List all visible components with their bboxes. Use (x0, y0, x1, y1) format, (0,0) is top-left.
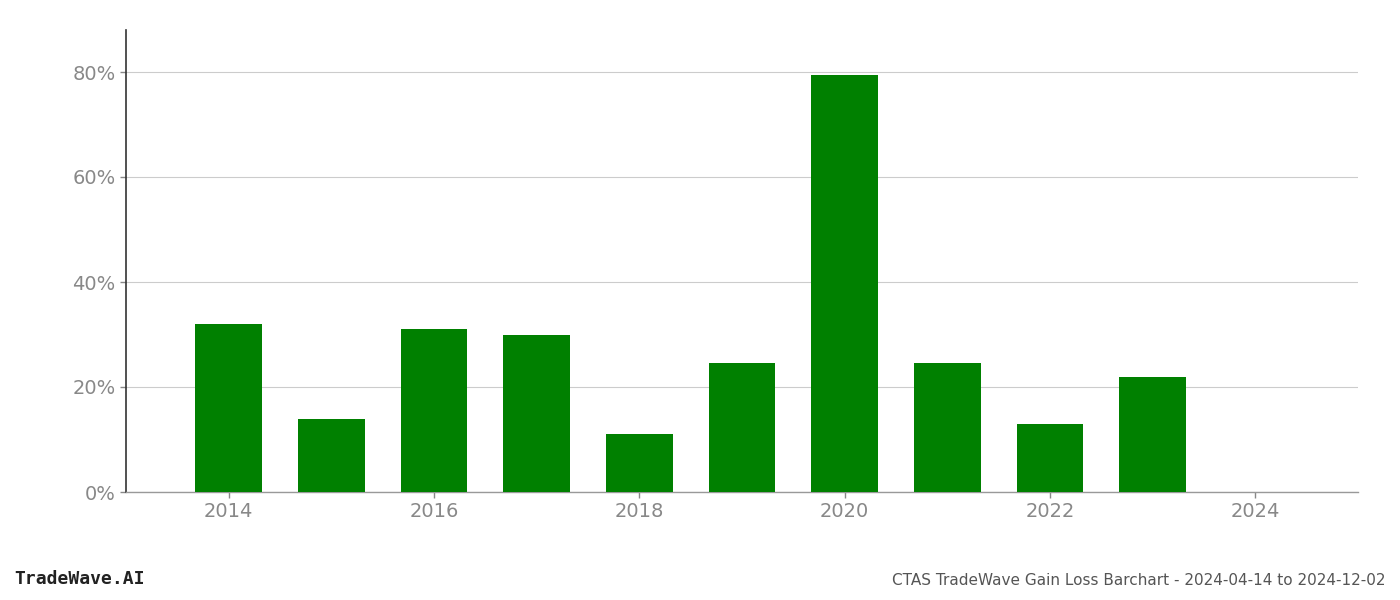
Bar (400, 329, 468, 492)
Text: CTAS TradeWave Gain Loss Barchart - 2024-04-14 to 2024-12-02: CTAS TradeWave Gain Loss Barchart - 2024… (893, 573, 1386, 588)
Bar (503, 335, 570, 492)
Bar (914, 364, 980, 492)
Bar (298, 419, 364, 492)
Bar (195, 324, 262, 492)
Bar (1119, 377, 1186, 492)
Bar (811, 74, 878, 492)
Bar (606, 434, 672, 492)
Bar (1016, 424, 1084, 492)
Bar (708, 364, 776, 492)
Text: TradeWave.AI: TradeWave.AI (14, 570, 144, 588)
